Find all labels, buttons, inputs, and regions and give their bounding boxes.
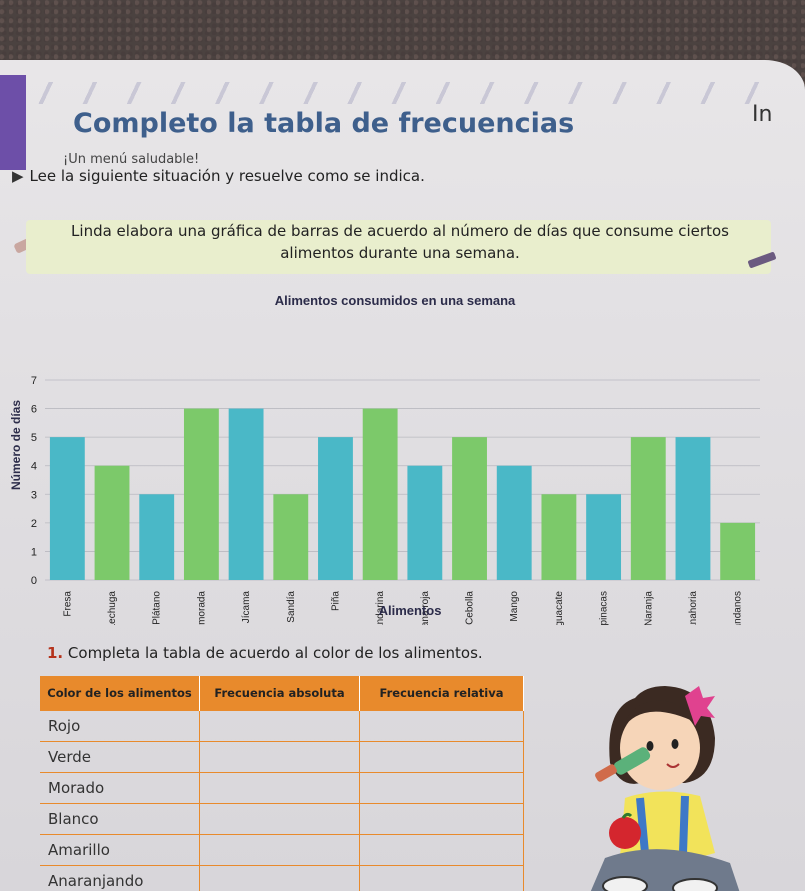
x-tick-label: Sandía bbox=[286, 591, 297, 623]
relative-frequency-cell[interactable] bbox=[359, 741, 524, 773]
table-row: Blanco bbox=[40, 803, 524, 835]
decorative-band bbox=[20, 82, 780, 104]
bar-piña bbox=[318, 437, 353, 580]
bar-jícama bbox=[228, 408, 264, 580]
x-tick-label: Plátano bbox=[152, 591, 163, 625]
instruction-text: Lee la siguiente situación y resuelve co… bbox=[29, 167, 425, 185]
y-tick-label: 3 bbox=[31, 489, 37, 501]
x-tick-label: Naranja bbox=[643, 591, 654, 625]
table-row: Anaranjando bbox=[40, 865, 524, 891]
girl-illustration bbox=[590, 686, 740, 891]
bar-naranja bbox=[630, 437, 666, 580]
situation-text: Linda elabora una gráfica de barras de a… bbox=[71, 222, 729, 262]
x-tick-label: Cebolla bbox=[465, 591, 476, 625]
bar-arándanos bbox=[720, 522, 756, 580]
absolute-frequency-cell[interactable] bbox=[199, 834, 360, 866]
x-tick-label: Lechuga bbox=[107, 591, 118, 625]
bar-manzana-roja bbox=[407, 465, 443, 580]
x-tick-label: Espinacas bbox=[599, 591, 610, 625]
page-subtitle: ¡Un menú saludable! bbox=[63, 152, 200, 167]
row-color-label: Anaranjando bbox=[40, 865, 200, 891]
row-color-label: Blanco bbox=[40, 803, 200, 835]
y-tick-label: 6 bbox=[31, 404, 37, 416]
bar-chart: Alimentos consumidos en una semana Númer… bbox=[9, 293, 760, 625]
table-row: Morado bbox=[40, 772, 524, 804]
task-instruction: 1. Completa la tabla de acuerdo al color… bbox=[47, 644, 483, 662]
bar-cebolla bbox=[452, 437, 487, 580]
relative-frequency-cell[interactable] bbox=[359, 772, 524, 804]
bar-fresa bbox=[49, 437, 85, 580]
bar-mandarina bbox=[362, 408, 398, 580]
bar-aguacate bbox=[541, 494, 577, 580]
relative-frequency-cell[interactable] bbox=[359, 803, 524, 835]
absolute-frequency-cell[interactable] bbox=[199, 803, 360, 835]
x-tick-label: Piña bbox=[330, 591, 341, 611]
bar-zanahoria bbox=[675, 437, 711, 580]
table-header-row: Color de los alimentos Frecuencia absolu… bbox=[40, 676, 524, 711]
x-tick-label: Manzana roja bbox=[420, 591, 431, 625]
x-tick-label: Mandarina bbox=[375, 591, 386, 625]
y-tick-label: 7 bbox=[31, 375, 37, 387]
x-tick-label: Mango bbox=[509, 591, 520, 622]
table-row: Verde bbox=[40, 741, 524, 773]
x-tick-label: Zanahoria bbox=[688, 591, 699, 625]
page-title: Completo la tabla de frecuencias bbox=[73, 108, 575, 139]
table-row: Amarillo bbox=[40, 834, 524, 866]
side-text: In bbox=[752, 102, 773, 127]
textbook-page: Completo la tabla de frecuencias ¡Un men… bbox=[0, 60, 805, 891]
chart-title: Alimentos consumidos en una semana bbox=[275, 293, 516, 308]
frequency-table: Color de los alimentos Frecuencia absolu… bbox=[40, 676, 524, 891]
bar-plátano bbox=[139, 494, 175, 580]
absolute-frequency-cell[interactable] bbox=[199, 865, 360, 891]
chart-y-ticks: 0 1 2 3 4 5 6 7 bbox=[31, 375, 37, 587]
chart-x-ticks: Fresa Lechuga Plátano Uva morada Jícama Sandí… bbox=[62, 591, 743, 625]
x-tick-label: Fresa bbox=[62, 591, 73, 617]
y-tick-label: 5 bbox=[31, 432, 37, 444]
bar-espinacas bbox=[586, 494, 622, 580]
row-color-label: Amarillo bbox=[40, 834, 200, 866]
row-color-label: Rojo bbox=[40, 710, 200, 742]
x-tick-label: Uva morada bbox=[196, 591, 207, 625]
y-tick-label: 0 bbox=[31, 575, 37, 587]
header-absolute: Frecuencia absoluta bbox=[199, 676, 360, 711]
absolute-frequency-cell[interactable] bbox=[199, 772, 360, 804]
chart-y-axis-label: Número de días bbox=[9, 400, 23, 490]
header-relative: Frecuencia relativa bbox=[359, 676, 524, 711]
header-color: Color de los alimentos bbox=[40, 676, 200, 711]
y-tick-label: 2 bbox=[31, 518, 37, 530]
section-tab bbox=[0, 75, 26, 170]
relative-frequency-cell[interactable] bbox=[359, 834, 524, 866]
play-bullet-icon: ▶ bbox=[12, 167, 24, 185]
bar-lechuga bbox=[94, 465, 130, 580]
absolute-frequency-cell[interactable] bbox=[199, 710, 360, 742]
bar-mango bbox=[496, 465, 532, 580]
row-color-label: Morado bbox=[40, 772, 200, 804]
y-tick-label: 1 bbox=[31, 546, 37, 558]
x-tick-label: Jícama bbox=[241, 591, 252, 624]
y-tick-label: 4 bbox=[31, 461, 37, 473]
chart-bars bbox=[49, 408, 756, 580]
absolute-frequency-cell[interactable] bbox=[199, 741, 360, 773]
task-number: 1. bbox=[47, 644, 64, 662]
bar-uva-morada bbox=[183, 408, 219, 580]
x-tick-label: Aguacate bbox=[554, 591, 565, 625]
chart-x-axis-label: Alimentos bbox=[379, 603, 442, 618]
row-color-label: Verde bbox=[40, 741, 200, 773]
instruction-line: ▶ Lee la siguiente situación y resuelve c… bbox=[12, 167, 425, 185]
table-row: Rojo bbox=[40, 710, 524, 742]
bar-sandía bbox=[273, 494, 309, 580]
situation-box bbox=[26, 220, 771, 274]
x-tick-label: Arándanos bbox=[733, 591, 744, 625]
relative-frequency-cell[interactable] bbox=[359, 865, 524, 891]
task-text: Completa la tabla de acuerdo al color de… bbox=[67, 644, 483, 662]
relative-frequency-cell[interactable] bbox=[359, 710, 524, 742]
